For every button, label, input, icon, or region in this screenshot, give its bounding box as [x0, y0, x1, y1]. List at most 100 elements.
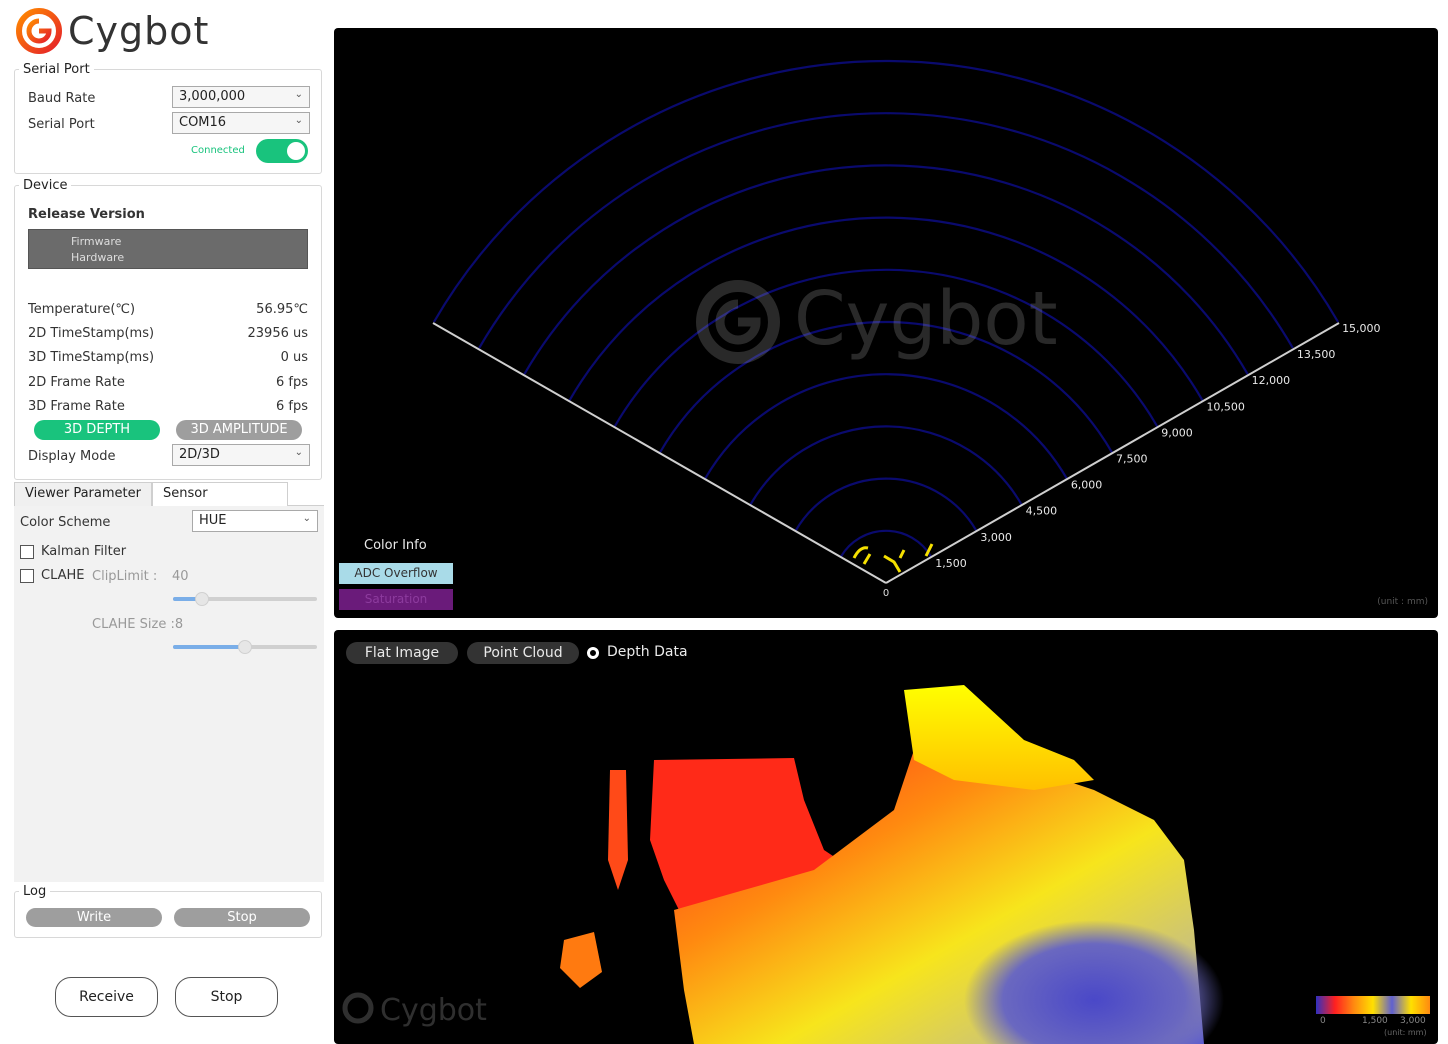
clahe-label: CLAHE	[41, 568, 85, 583]
radar-canvas: 1,500 3,000 4,500 6,000 7,500 9,000 10,500 12,0…	[432, 59, 1428, 607]
scale-label: 0	[1320, 1016, 1326, 1026]
3d-amplitude-button[interactable]: 3D AMPLITUDE	[176, 420, 302, 440]
range-arc	[523, 164, 1249, 375]
cygbot-logo-icon	[16, 8, 62, 54]
scale-label: 1,500	[1362, 1016, 1388, 1026]
color-scheme-select[interactable]: HUE ⌄	[192, 510, 318, 532]
depth-region-far	[964, 920, 1224, 1044]
firmware-hardware-box: Firmware Hardware	[28, 229, 308, 269]
range-label: 6,000	[1071, 479, 1103, 492]
device-legend: Device	[23, 178, 68, 193]
serial-port-select[interactable]: COM16 ⌄	[172, 112, 310, 134]
origin-label: 0	[883, 588, 889, 599]
stat-value: 6 fps	[275, 399, 308, 414]
connection-status-text: Connected	[191, 145, 245, 156]
fov-right-edge	[885, 322, 1340, 584]
range-label: 13,500	[1297, 348, 1336, 361]
watermark-text: Cygbot	[794, 276, 1058, 362]
2d-radar-view[interactable]: 1,500 3,000 4,500 6,000 7,500 9,000 10,500 12,0…	[334, 28, 1438, 618]
flat-image-button[interactable]: Flat Image	[346, 642, 458, 664]
range-arc	[749, 425, 1023, 506]
release-version-label: Release Version	[28, 207, 145, 222]
baud-rate-value: 3,000,000	[179, 89, 246, 104]
depth-image-view[interactable]: Cygbot Flat Image Point Cloud Depth Data…	[334, 630, 1438, 1044]
color-scheme-value: HUE	[199, 513, 227, 528]
range-label: 3,000	[980, 531, 1012, 544]
chevron-down-icon: ⌄	[302, 513, 311, 524]
hardware-label: Hardware	[71, 251, 125, 264]
parameter-tabbar: Viewer Parameter Sensor Parameter	[14, 482, 324, 523]
chevron-down-icon: ⌄	[294, 115, 303, 126]
left-panel: Cygbot Serial Port Baud Rate 3,000,000 ⌄…	[0, 0, 328, 1044]
range-arc	[568, 216, 1204, 401]
cygbot-watermark: Cygbot	[696, 276, 1058, 364]
range-arc	[432, 59, 1340, 323]
scan-points	[852, 543, 934, 573]
display-mode-select[interactable]: 2D/3D ⌄	[172, 444, 310, 466]
stat-label: 2D Frame Rate	[28, 375, 125, 390]
log-write-button[interactable]: Write	[26, 908, 162, 927]
cliplimit-label: ClipLimit :	[92, 569, 158, 584]
saturation-legend: Saturation	[339, 589, 453, 610]
stat-value: 23956 us	[247, 326, 309, 341]
clahe-size-slider[interactable]	[173, 640, 317, 654]
stat-value: 56.95℃	[256, 302, 308, 317]
depth-fragment	[608, 770, 628, 890]
clahe-size-slider-thumb[interactable]	[238, 640, 252, 654]
cygbot-logo: Cygbot	[16, 8, 209, 54]
stop-button[interactable]: Stop	[175, 977, 278, 1017]
tab-viewer-parameter[interactable]: Viewer Parameter	[14, 482, 152, 506]
range-arcs	[432, 59, 1340, 558]
range-label: 12,000	[1252, 374, 1291, 387]
range-labels: 1,500 3,000 4,500 6,000 7,500 9,000 10,500 12,0…	[935, 322, 1380, 570]
color-scheme-label: Color Scheme	[20, 515, 111, 530]
point-cloud-button[interactable]: Point Cloud	[467, 642, 579, 664]
adc-overflow-legend: ADC Overflow	[339, 563, 453, 584]
serial-port-legend: Serial Port	[23, 62, 90, 77]
kalman-filter-checkbox[interactable]	[20, 545, 34, 559]
serial-port-label: Serial Port	[28, 117, 95, 132]
watermark-logo-icon	[696, 280, 780, 364]
receive-button[interactable]: Receive	[55, 977, 158, 1017]
chevron-down-icon: ⌄	[294, 89, 303, 100]
display-mode-label: Display Mode	[28, 449, 116, 464]
range-arc	[659, 320, 1113, 454]
depth-fragment	[560, 932, 602, 988]
clahe-checkbox[interactable]	[20, 569, 34, 583]
stat-value: 0 us	[280, 350, 308, 365]
stat-label: 3D Frame Rate	[28, 399, 125, 414]
clahe-size-label: CLAHE Size :8	[92, 617, 184, 632]
range-label: 1,500	[935, 557, 967, 570]
display-mode-value: 2D/3D	[179, 447, 220, 462]
watermark-logo-icon	[342, 992, 374, 1024]
connection-toggle[interactable]	[256, 139, 308, 163]
range-label: 15,000	[1342, 322, 1381, 335]
color-info-title: Color Info	[364, 538, 427, 553]
clahe-size-slider-fill	[173, 645, 245, 649]
log-stop-button[interactable]: Stop	[174, 908, 310, 927]
tab-sensor-parameter[interactable]: Sensor Parameter	[152, 482, 288, 523]
cygbot-watermark: Cygbot	[342, 992, 487, 1028]
toggle-knob	[287, 142, 305, 160]
log-legend: Log	[23, 884, 47, 899]
range-arc	[839, 529, 933, 558]
range-arc	[478, 112, 1294, 349]
stat-label: 3D TimeStamp(ms)	[28, 350, 155, 365]
baud-rate-select[interactable]: 3,000,000 ⌄	[172, 86, 310, 108]
cliplimit-slider-fill	[173, 597, 202, 601]
firmware-label: Firmware	[71, 235, 122, 248]
kalman-filter-label: Kalman Filter	[41, 544, 127, 559]
baud-rate-label: Baud Rate	[28, 91, 96, 106]
cliplimit-slider-thumb[interactable]	[194, 592, 209, 606]
depth-data-radio[interactable]	[587, 647, 599, 659]
serial-port-value: COM16	[179, 115, 227, 130]
depth-color-scale	[1316, 996, 1430, 1014]
depth-image-canvas: Cygbot	[342, 685, 1224, 1044]
range-arc	[704, 373, 1068, 480]
cliplimit-slider[interactable]	[173, 592, 317, 606]
stat-label: Temperature(℃)	[28, 302, 136, 317]
cliplimit-value: 40	[172, 569, 189, 584]
scale-unit-label: (unit: mm)	[1384, 1028, 1427, 1037]
3d-depth-button[interactable]: 3D DEPTH	[34, 420, 160, 440]
range-label: 7,500	[1116, 453, 1148, 466]
